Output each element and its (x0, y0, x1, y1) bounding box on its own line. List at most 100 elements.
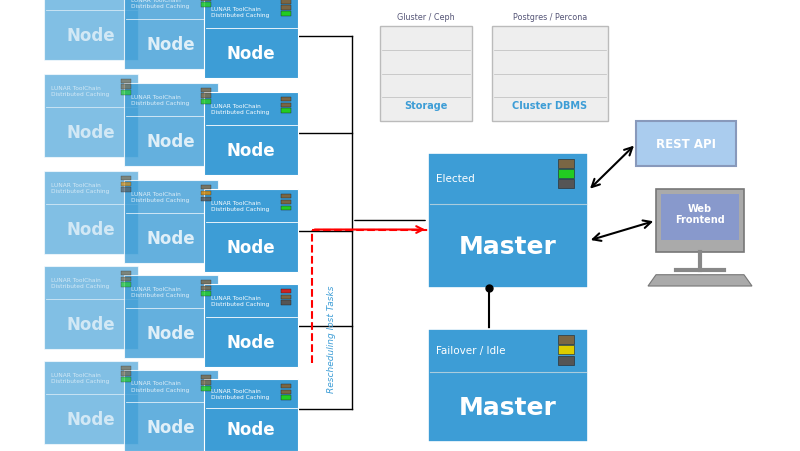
Bar (201, 381, 211, 385)
Bar (281, 200, 291, 205)
Bar (558, 345, 574, 354)
Text: Node: Node (67, 410, 115, 428)
FancyBboxPatch shape (44, 266, 138, 350)
Text: LUNAR ToolChain
Distributed Caching: LUNAR ToolChain Distributed Caching (130, 286, 189, 297)
Bar (281, 301, 291, 305)
Bar (281, 295, 291, 299)
Bar (201, 100, 211, 105)
Bar (121, 182, 131, 187)
FancyBboxPatch shape (492, 27, 608, 122)
Text: LUNAR ToolChain
Distributed Caching: LUNAR ToolChain Distributed Caching (130, 381, 189, 391)
FancyBboxPatch shape (44, 74, 138, 158)
Text: LUNAR ToolChain
Distributed Caching: LUNAR ToolChain Distributed Caching (210, 104, 269, 115)
Bar (558, 335, 574, 344)
Text: Node: Node (227, 239, 275, 257)
Bar (201, 185, 211, 190)
Bar (281, 103, 291, 108)
Bar (201, 191, 211, 196)
Text: Node: Node (67, 27, 115, 45)
FancyBboxPatch shape (44, 361, 138, 444)
Bar (121, 377, 131, 382)
Bar (201, 0, 211, 2)
Text: Storage: Storage (404, 101, 448, 110)
Text: Node: Node (147, 36, 195, 54)
Text: Node: Node (147, 325, 195, 342)
Text: Node: Node (67, 221, 115, 239)
Bar (558, 356, 574, 365)
Bar (201, 3, 211, 8)
FancyBboxPatch shape (204, 92, 298, 176)
Bar (281, 194, 291, 199)
Bar (201, 292, 211, 296)
Bar (201, 387, 211, 391)
Bar (121, 176, 131, 181)
FancyBboxPatch shape (661, 194, 739, 241)
Text: Node: Node (67, 316, 115, 333)
Text: LUNAR ToolChain
Distributed Caching: LUNAR ToolChain Distributed Caching (50, 372, 109, 383)
Bar (281, 6, 291, 11)
FancyBboxPatch shape (204, 0, 298, 79)
Bar (121, 85, 131, 90)
Text: LUNAR ToolChain
Distributed Caching: LUNAR ToolChain Distributed Caching (130, 192, 189, 202)
Bar (201, 94, 211, 99)
Polygon shape (648, 275, 752, 286)
Text: Node: Node (147, 230, 195, 248)
FancyBboxPatch shape (124, 370, 218, 451)
Bar (121, 372, 131, 376)
Bar (201, 375, 211, 379)
Bar (281, 289, 291, 294)
FancyBboxPatch shape (380, 27, 472, 122)
Text: Postgres / Percona: Postgres / Percona (513, 13, 587, 22)
FancyBboxPatch shape (656, 189, 744, 253)
FancyBboxPatch shape (428, 329, 588, 442)
Text: LUNAR ToolChain
Distributed Caching: LUNAR ToolChain Distributed Caching (50, 277, 109, 288)
Text: Master: Master (459, 395, 557, 419)
Text: Node: Node (147, 418, 195, 436)
Text: LUNAR ToolChain
Distributed Caching: LUNAR ToolChain Distributed Caching (130, 95, 189, 106)
FancyBboxPatch shape (124, 275, 218, 359)
Bar (281, 109, 291, 114)
Bar (558, 159, 574, 168)
FancyBboxPatch shape (124, 0, 218, 70)
Text: Gluster / Ceph: Gluster / Ceph (397, 13, 455, 22)
Bar (121, 188, 131, 193)
Text: Cluster DBMS: Cluster DBMS (513, 101, 587, 110)
Bar (281, 0, 291, 5)
Text: LUNAR ToolChain
Distributed Caching: LUNAR ToolChain Distributed Caching (50, 183, 109, 193)
Text: LUNAR ToolChain
Distributed Caching: LUNAR ToolChain Distributed Caching (210, 201, 269, 212)
FancyBboxPatch shape (636, 122, 736, 167)
Text: Node: Node (227, 420, 275, 438)
FancyBboxPatch shape (204, 189, 298, 273)
Bar (121, 271, 131, 276)
Text: Elected: Elected (436, 174, 474, 184)
FancyBboxPatch shape (204, 379, 298, 451)
FancyBboxPatch shape (204, 284, 298, 368)
Bar (281, 390, 291, 394)
Bar (558, 180, 574, 189)
Text: Node: Node (227, 45, 275, 63)
Text: Rescheduling lost Tasks: Rescheduling lost Tasks (327, 285, 337, 392)
Text: Failover / Idle: Failover / Idle (436, 345, 506, 356)
Bar (121, 79, 131, 84)
Bar (281, 12, 291, 17)
FancyBboxPatch shape (44, 0, 138, 61)
Bar (201, 286, 211, 290)
Bar (201, 197, 211, 202)
Text: LUNAR ToolChain
Distributed Caching: LUNAR ToolChain Distributed Caching (130, 0, 189, 9)
Text: Node: Node (147, 133, 195, 151)
Text: Node: Node (227, 142, 275, 160)
Bar (558, 170, 574, 179)
FancyBboxPatch shape (124, 83, 218, 167)
Bar (121, 366, 131, 370)
Bar (281, 206, 291, 211)
Text: REST API: REST API (656, 138, 716, 151)
Text: Master: Master (459, 235, 557, 259)
Text: LUNAR ToolChain
Distributed Caching: LUNAR ToolChain Distributed Caching (210, 295, 269, 306)
FancyBboxPatch shape (44, 171, 138, 255)
Bar (281, 97, 291, 102)
Bar (121, 277, 131, 281)
Bar (281, 396, 291, 400)
Text: LUNAR ToolChain
Distributed Caching: LUNAR ToolChain Distributed Caching (50, 86, 109, 97)
FancyBboxPatch shape (124, 180, 218, 264)
Text: Node: Node (67, 124, 115, 142)
